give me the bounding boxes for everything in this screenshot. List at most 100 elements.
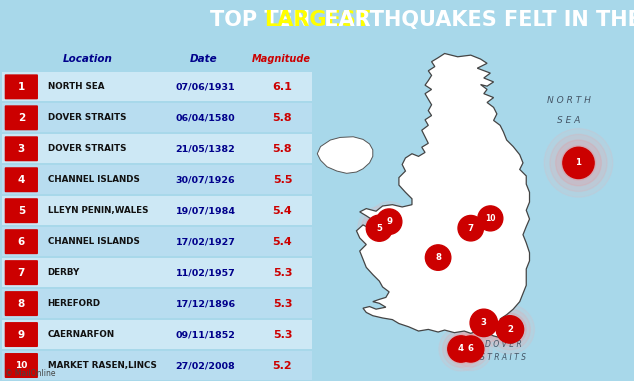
Circle shape [489, 309, 530, 350]
Circle shape [467, 307, 500, 339]
Circle shape [450, 327, 492, 371]
Text: NORTH SEA: NORTH SEA [48, 82, 104, 91]
Text: 19/07/1984: 19/07/1984 [176, 206, 236, 215]
FancyBboxPatch shape [4, 260, 38, 285]
Circle shape [435, 254, 441, 261]
FancyBboxPatch shape [1, 103, 313, 132]
Polygon shape [356, 53, 529, 339]
Circle shape [561, 146, 595, 180]
Circle shape [431, 251, 445, 264]
Text: 9: 9 [386, 217, 392, 226]
FancyBboxPatch shape [4, 167, 38, 192]
FancyBboxPatch shape [4, 322, 38, 347]
FancyBboxPatch shape [4, 136, 38, 161]
Circle shape [476, 315, 492, 331]
Circle shape [425, 245, 451, 270]
FancyBboxPatch shape [1, 227, 313, 256]
Circle shape [484, 212, 496, 225]
Circle shape [453, 331, 489, 367]
Text: HEREFORD: HEREFORD [48, 299, 101, 308]
Text: 1: 1 [576, 158, 581, 167]
Circle shape [550, 134, 607, 192]
Text: 2: 2 [507, 325, 513, 334]
Circle shape [481, 209, 500, 228]
Text: 9: 9 [18, 330, 25, 339]
Circle shape [456, 335, 485, 363]
Text: MARKET RASEN,LINCS: MARKET RASEN,LINCS [48, 361, 157, 370]
Text: 10: 10 [485, 214, 496, 223]
Circle shape [368, 218, 390, 239]
Text: 5.4: 5.4 [273, 237, 292, 247]
Circle shape [567, 152, 590, 174]
Text: LARGEST: LARGEST [264, 10, 370, 30]
Circle shape [467, 346, 474, 352]
Text: 5.5: 5.5 [273, 175, 292, 185]
Text: Magnitude: Magnitude [251, 54, 311, 64]
Text: 5.8: 5.8 [273, 113, 292, 123]
Text: 5: 5 [18, 206, 25, 216]
Text: © MailOnline: © MailOnline [4, 369, 55, 378]
Text: 5.3: 5.3 [273, 267, 292, 278]
Circle shape [418, 237, 458, 278]
Text: 10: 10 [15, 361, 27, 370]
FancyBboxPatch shape [1, 320, 313, 349]
FancyBboxPatch shape [1, 165, 313, 194]
Circle shape [506, 325, 514, 333]
Text: CAERNARFON: CAERNARFON [48, 330, 115, 339]
Text: DOVER STRAITS: DOVER STRAITS [48, 144, 126, 153]
Circle shape [573, 157, 584, 169]
Text: 3: 3 [18, 144, 25, 154]
Text: 8: 8 [18, 299, 25, 309]
Circle shape [379, 211, 399, 232]
Text: 5.4: 5.4 [273, 206, 292, 216]
Circle shape [428, 248, 448, 267]
Text: S T R A I T S: S T R A I T S [481, 353, 526, 362]
Text: DOVER STRAITS: DOVER STRAITS [48, 113, 126, 122]
Text: 11/02/1957: 11/02/1957 [176, 268, 235, 277]
Text: 17/02/1927: 17/02/1927 [176, 237, 235, 246]
Text: 21/05/1382: 21/05/1382 [176, 144, 235, 153]
Circle shape [451, 208, 491, 248]
Circle shape [457, 215, 484, 242]
Circle shape [544, 129, 613, 197]
Circle shape [422, 241, 455, 274]
Circle shape [463, 303, 504, 343]
Circle shape [439, 327, 483, 371]
Text: D O V E R: D O V E R [485, 339, 522, 349]
FancyBboxPatch shape [4, 74, 38, 99]
FancyBboxPatch shape [4, 353, 38, 378]
Text: 06/04/1580: 06/04/1580 [176, 113, 235, 122]
Text: N O R T H: N O R T H [547, 96, 591, 106]
Circle shape [494, 313, 526, 346]
Circle shape [376, 208, 403, 235]
Circle shape [366, 215, 392, 241]
Circle shape [480, 319, 488, 327]
Circle shape [464, 221, 477, 235]
Circle shape [453, 342, 469, 356]
Text: 1: 1 [18, 82, 25, 92]
Text: 3: 3 [481, 319, 487, 327]
Text: 07/06/1931: 07/06/1931 [176, 82, 235, 91]
Text: 30/07/1926: 30/07/1926 [176, 175, 235, 184]
Text: 8: 8 [435, 253, 441, 262]
Circle shape [365, 214, 394, 243]
FancyBboxPatch shape [4, 105, 38, 130]
Text: 5.3: 5.3 [273, 330, 292, 339]
Text: TOP TEN: TOP TEN [209, 10, 317, 30]
Circle shape [458, 336, 484, 362]
Circle shape [372, 221, 387, 235]
Text: Location: Location [63, 54, 113, 64]
Circle shape [486, 305, 534, 354]
Circle shape [361, 210, 398, 246]
Circle shape [459, 298, 508, 347]
Polygon shape [317, 137, 373, 173]
Circle shape [450, 338, 472, 360]
Circle shape [382, 215, 396, 228]
FancyBboxPatch shape [1, 134, 313, 163]
Circle shape [457, 345, 465, 353]
Circle shape [376, 224, 383, 232]
FancyBboxPatch shape [1, 196, 313, 225]
Circle shape [472, 311, 496, 335]
Text: 4: 4 [458, 344, 464, 354]
FancyBboxPatch shape [1, 258, 313, 287]
